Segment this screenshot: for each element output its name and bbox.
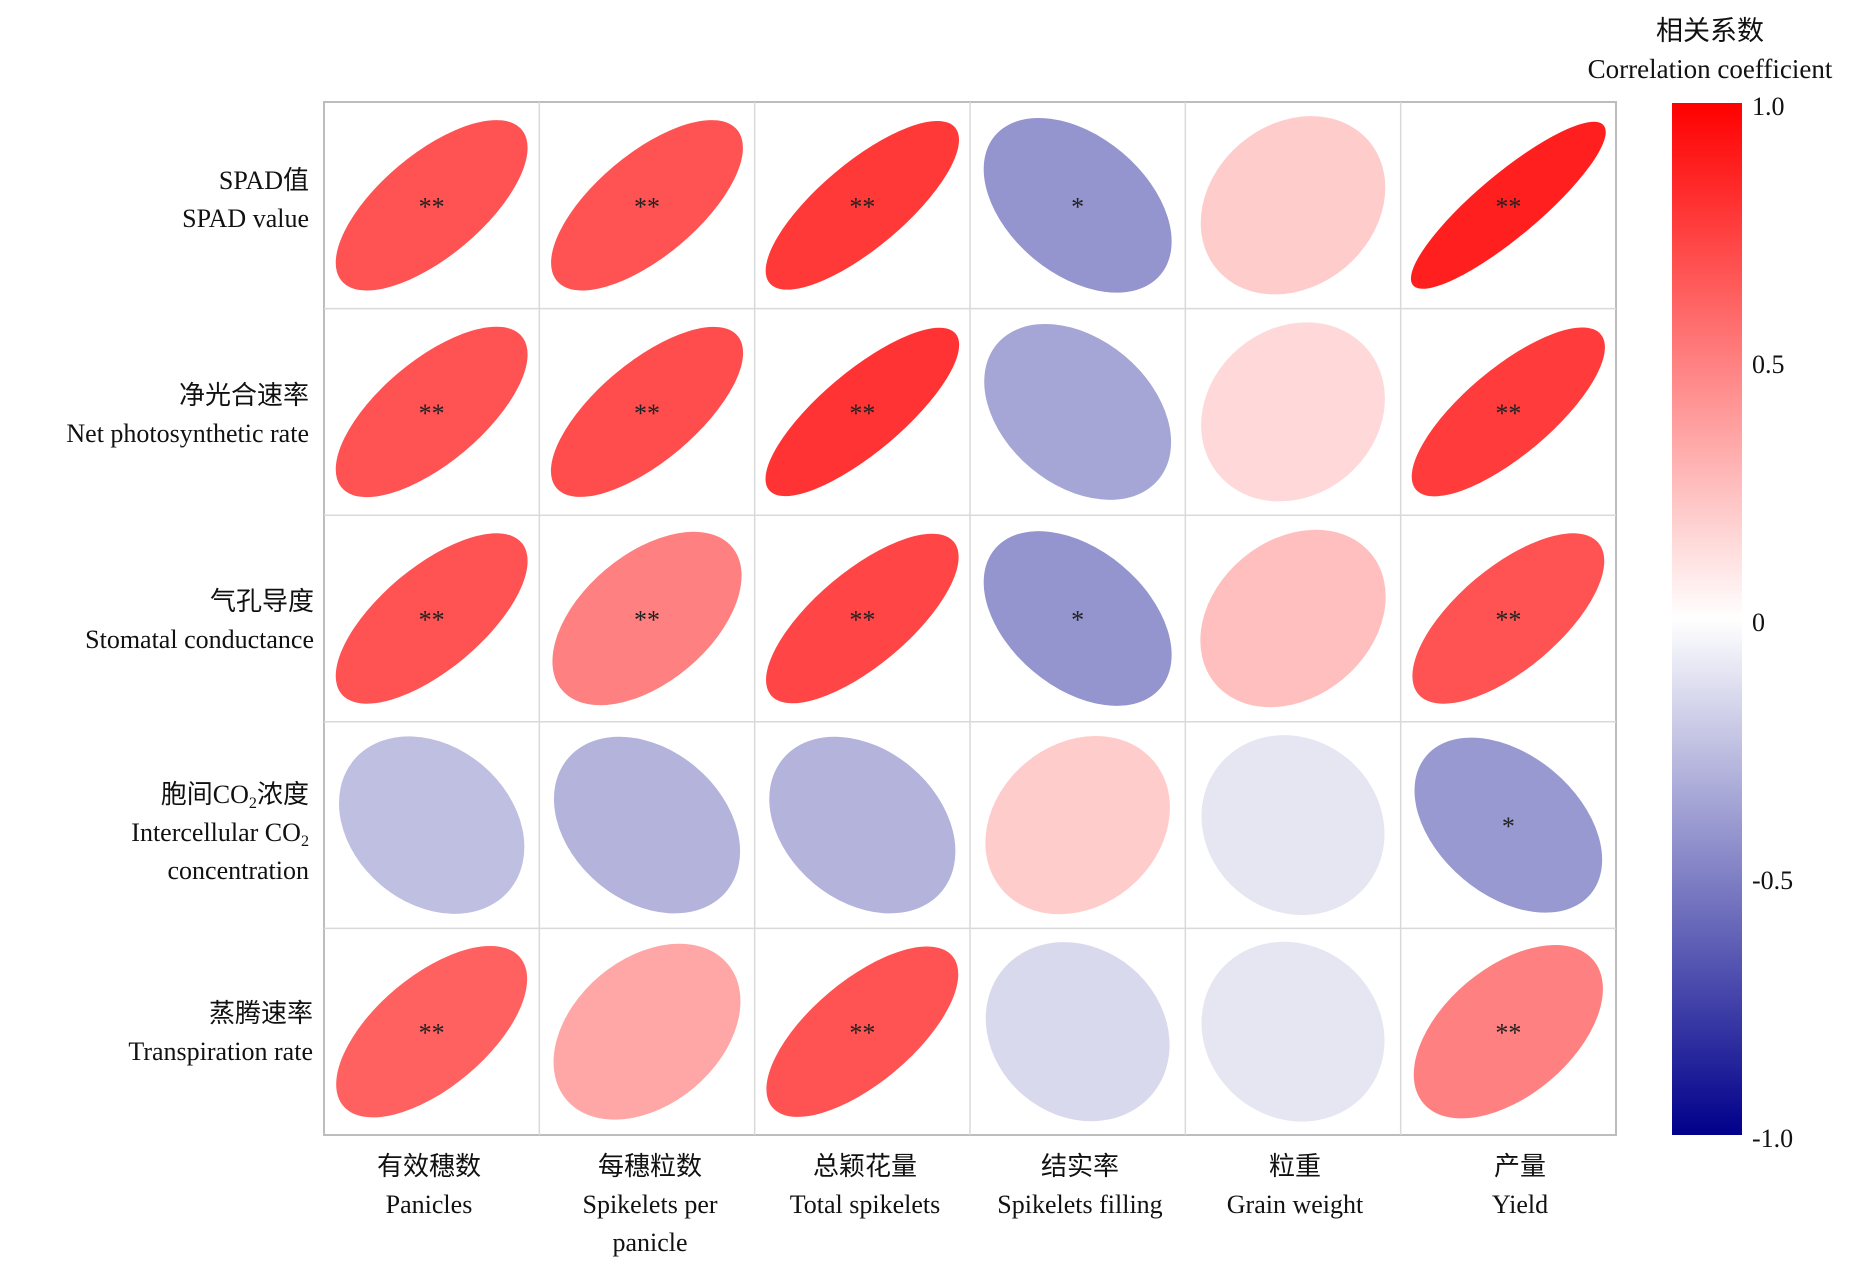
- col-label-zh: 每穗粒数: [597, 1152, 702, 1181]
- correlation-ellipse: [985, 942, 1170, 1122]
- correlation-ellipse: [765, 327, 960, 497]
- col-label-yield: 产量 Yield: [1415, 1148, 1625, 1224]
- significance-mark: **: [419, 1019, 445, 1048]
- correlation-ellipse: [1201, 322, 1385, 502]
- col-label-en: Spikelets filling: [997, 1190, 1163, 1219]
- significance-mark: **: [1495, 1019, 1521, 1048]
- legend-title-en: Correlation coefficient: [1587, 54, 1833, 84]
- col-label-zh: 总颖花量: [812, 1152, 917, 1181]
- row-label-zh: 净光合速率: [178, 381, 309, 410]
- correlation-ellipse: [552, 531, 742, 706]
- significance-mark: *: [1502, 812, 1515, 841]
- legend-tick: -0.5: [1752, 866, 1794, 895]
- col-label-en: Yield: [1491, 1190, 1549, 1219]
- significance-mark: **: [1495, 192, 1521, 221]
- correlation-ellipse: [985, 735, 1170, 915]
- col-label-zh: 产量: [1493, 1152, 1546, 1181]
- correlation-ellipse: [551, 120, 743, 291]
- significance-mark: *: [1071, 606, 1084, 635]
- row-label-zh: SPAD值: [218, 166, 309, 195]
- significance-mark: *: [1071, 192, 1084, 221]
- row-label-intercellular-co2: 胞间CO2浓度 Intercellular CO2 concentration: [131, 776, 309, 890]
- row-label-en-line2: concentration: [167, 856, 310, 885]
- row-label-zh: 气孔导度: [209, 587, 314, 616]
- colorbar: [1672, 103, 1742, 1135]
- correlation-ellipse: [765, 120, 960, 290]
- ellipse-layer: [335, 116, 1606, 1122]
- correlation-ellipse: [1200, 529, 1386, 708]
- correlation-ellipse: [766, 946, 959, 1117]
- significance-mark: **: [849, 606, 875, 635]
- row-label-en: Transpiration rate: [128, 1037, 313, 1066]
- col-label-spikelets-per-panicle: 每穗粒数 Spikelets per panicle: [540, 1148, 760, 1262]
- correlation-ellipse: [553, 736, 741, 914]
- col-label-zh: 结实率: [1040, 1152, 1119, 1181]
- correlation-ellipse: [1411, 327, 1605, 497]
- significance-mark: **: [849, 399, 875, 428]
- significance-layer: ** ** ** * **** ** ** **** ** ** * ***** ** **: [419, 192, 1522, 1047]
- correlation-ellipse: [336, 946, 528, 1118]
- matrix-grid: [323, 101, 1617, 1136]
- row-label-zh: 胞间CO2浓度: [160, 780, 309, 812]
- row-label-spad: SPAD值 SPAD value: [182, 162, 309, 238]
- correlation-ellipse: [1414, 737, 1603, 913]
- legend-tick: 0: [1752, 608, 1765, 637]
- col-label-zh: 有效穗数: [376, 1152, 481, 1181]
- significance-mark: **: [634, 606, 660, 635]
- col-label-en: Spikelets per: [582, 1190, 718, 1219]
- correlation-ellipse: [769, 736, 956, 914]
- correlation-ellipse: [984, 323, 1172, 500]
- correlation-ellipse: [983, 117, 1172, 293]
- legend-title: 相关系数 Correlation coefficient: [1560, 12, 1860, 88]
- significance-mark: **: [634, 399, 660, 428]
- correlation-ellipse: [1200, 116, 1386, 295]
- correlation-ellipse: [335, 120, 528, 291]
- row-label-net-photosynthetic-rate: 净光合速率 Net photosynthetic rate: [66, 377, 309, 453]
- col-label-en-line2: panicle: [612, 1228, 688, 1257]
- col-label-spikelets-filling: 结实率 Spikelets filling: [960, 1148, 1200, 1224]
- significance-mark: **: [634, 192, 660, 221]
- row-label-en: Stomatal conductance: [85, 625, 314, 654]
- correlation-ellipse: [335, 326, 528, 498]
- correlation-ellipse: [1413, 945, 1603, 1119]
- correlation-ellipse: [335, 533, 528, 704]
- col-label-zh: 粒重: [1268, 1152, 1321, 1181]
- correlation-ellipse: [1201, 735, 1385, 916]
- col-label-total-spikelets: 总颖花量 Total spikelets: [750, 1148, 980, 1224]
- legend-title-zh: 相关系数: [1656, 16, 1764, 46]
- row-label-zh: 蒸腾速率: [208, 999, 313, 1028]
- significance-mark: **: [1495, 399, 1521, 428]
- correlation-ellipse: [550, 326, 744, 497]
- correlation-ellipse: [553, 943, 741, 1120]
- row-label-en: Intercellular CO2: [131, 818, 309, 850]
- significance-mark: **: [849, 1019, 875, 1048]
- significance-mark: **: [849, 192, 875, 221]
- correlation-ellipse: [338, 736, 525, 914]
- correlation-ellipse: [983, 531, 1172, 706]
- significance-mark: **: [419, 399, 445, 428]
- legend-tick: 0.5: [1752, 350, 1785, 379]
- correlation-ellipse: [1412, 533, 1605, 704]
- row-label-transpiration-rate: 蒸腾速率 Transpiration rate: [128, 995, 313, 1071]
- correlation-ellipse: [1410, 121, 1606, 289]
- col-label-en: Total spikelets: [789, 1190, 941, 1219]
- correlation-ellipse: [1201, 941, 1385, 1122]
- col-label-en: Grain weight: [1226, 1190, 1364, 1219]
- significance-mark: **: [1495, 606, 1521, 635]
- significance-mark: **: [419, 606, 445, 635]
- col-label-en: Panicles: [385, 1190, 473, 1219]
- col-label-grain-weight: 粒重 Grain weight: [1185, 1148, 1405, 1224]
- col-label-panicles: 有效穗数 Panicles: [324, 1148, 534, 1224]
- legend-tick: 1.0: [1752, 92, 1785, 121]
- correlation-ellipse: [766, 533, 959, 704]
- legend-tick: -1.0: [1752, 1124, 1794, 1153]
- row-label-stomatal-conductance: 气孔导度 Stomatal conductance: [85, 583, 314, 659]
- row-label-en: SPAD value: [182, 204, 309, 233]
- significance-mark: **: [419, 192, 445, 221]
- row-label-en: Net photosynthetic rate: [66, 419, 309, 448]
